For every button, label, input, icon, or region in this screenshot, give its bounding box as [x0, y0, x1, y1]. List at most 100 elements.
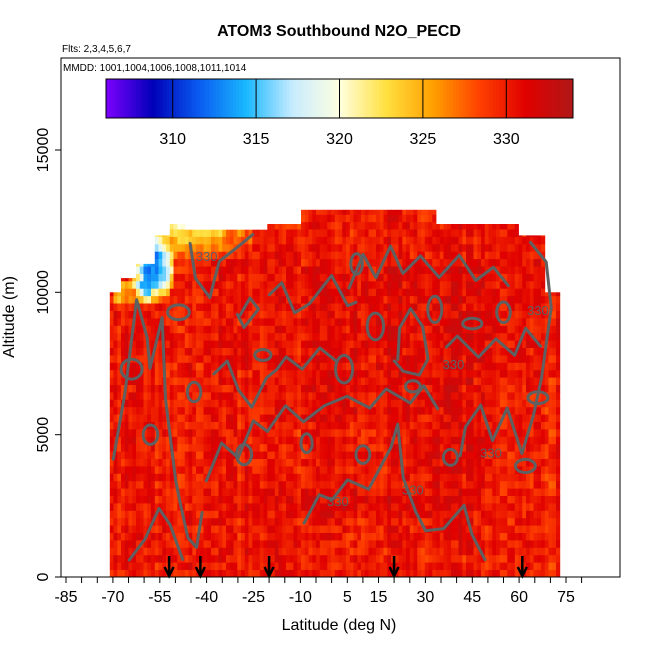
heatmap-cell [154, 517, 159, 526]
heatmap-cell [214, 303, 219, 311]
heatmap-cell [398, 229, 403, 237]
heatmap-cell [383, 503, 388, 511]
heatmap-cell [409, 273, 414, 282]
heatmap-cell [417, 414, 422, 422]
heatmap-cell [424, 251, 429, 260]
heatmap-cell [473, 473, 478, 482]
heatmap-cell [293, 258, 298, 267]
heatmap-cell [139, 273, 144, 282]
heatmap-cell [454, 280, 459, 289]
heatmap-cell [387, 236, 392, 245]
heatmap-cell [398, 288, 403, 297]
heatmap-cell [383, 480, 388, 489]
heatmap-cell [379, 466, 384, 474]
heatmap-cell [357, 466, 362, 474]
heatmap-cell [286, 384, 291, 393]
heatmap-cell [124, 569, 129, 578]
heatmap-cell [139, 295, 144, 304]
heatmap-cell [192, 466, 197, 474]
heatmap-cell [357, 369, 362, 378]
heatmap-cell [481, 510, 486, 519]
heatmap-cell [368, 540, 373, 548]
heatmap-cell [473, 258, 478, 267]
heatmap-cell [349, 355, 354, 363]
heatmap-cell [349, 480, 354, 489]
heatmap-cell [338, 429, 343, 437]
heatmap-cell [282, 280, 287, 289]
heatmap-cell [237, 369, 242, 378]
heatmap-cell [323, 569, 328, 578]
heatmap-cell [162, 458, 167, 467]
heatmap-cell [267, 458, 272, 467]
heatmap-cell [151, 303, 156, 311]
heatmap-cell [109, 569, 114, 578]
heatmap-cell [188, 510, 193, 519]
heatmap-cell [316, 503, 321, 511]
heatmap-cell [203, 458, 208, 467]
heatmap-cell [229, 332, 234, 341]
heatmap-cell [274, 355, 279, 363]
heatmap-cell [477, 406, 482, 415]
heatmap-cell [286, 251, 291, 260]
heatmap-cell [387, 377, 392, 385]
heatmap-cell [274, 384, 279, 393]
heatmap-cell [361, 421, 366, 430]
heatmap-cell [286, 525, 291, 533]
heatmap-cell [226, 540, 231, 548]
heatmap-cell [353, 384, 358, 393]
heatmap-cell [267, 340, 272, 348]
heatmap-cell [267, 229, 272, 237]
heatmap-cell [391, 532, 396, 541]
heatmap-cell [199, 473, 204, 482]
heatmap-cell [383, 377, 388, 385]
heatmap-cell [454, 295, 459, 304]
heatmap-cell [372, 251, 377, 260]
heatmap-cell [346, 310, 351, 319]
heatmap-cell [488, 406, 493, 415]
heatmap-cell [409, 473, 414, 482]
heatmap-cell [376, 495, 381, 504]
heatmap-cell [424, 392, 429, 400]
heatmap-cell [207, 547, 212, 556]
heatmap-cell [199, 310, 204, 319]
heatmap-cell [417, 266, 422, 274]
heatmap-cell [289, 355, 294, 363]
heatmap-cell [473, 517, 478, 526]
heatmap-cell [477, 347, 482, 356]
heatmap-cell [312, 451, 317, 459]
heatmap-cell [293, 406, 298, 415]
heatmap-cell [151, 266, 156, 274]
heatmap-cell [248, 384, 253, 393]
heatmap-cell [271, 429, 276, 437]
heatmap-cell [338, 436, 343, 445]
heatmap-cell [357, 318, 362, 326]
heatmap-cell [188, 554, 193, 563]
heatmap-cell [327, 325, 332, 334]
heatmap-cell [424, 510, 429, 519]
heatmap-cell [162, 443, 167, 452]
heatmap-cell [237, 569, 242, 578]
heatmap-cell [274, 236, 279, 245]
heatmap-cell [409, 325, 414, 334]
heatmap-cell [454, 258, 459, 267]
heatmap-cell [177, 414, 182, 422]
heatmap-cell [331, 480, 336, 489]
heatmap-cell [364, 562, 369, 570]
heatmap-cell [349, 466, 354, 474]
heatmap-cell [308, 517, 313, 526]
heatmap-cell [488, 258, 493, 267]
heatmap-cell [319, 480, 324, 489]
heatmap-cell [226, 347, 231, 356]
heatmap-cell [199, 525, 204, 533]
heatmap-cell [207, 318, 212, 326]
heatmap-cell [342, 347, 347, 356]
heatmap-cell [166, 251, 171, 260]
heatmap-cell [207, 236, 212, 245]
heatmap-cell [282, 332, 287, 341]
heatmap-cell [196, 384, 201, 393]
heatmap-cell [252, 436, 257, 445]
heatmap-cell [188, 406, 193, 415]
heatmap-cell [454, 340, 459, 348]
heatmap-cell [469, 495, 474, 504]
heatmap-cell [248, 310, 253, 319]
